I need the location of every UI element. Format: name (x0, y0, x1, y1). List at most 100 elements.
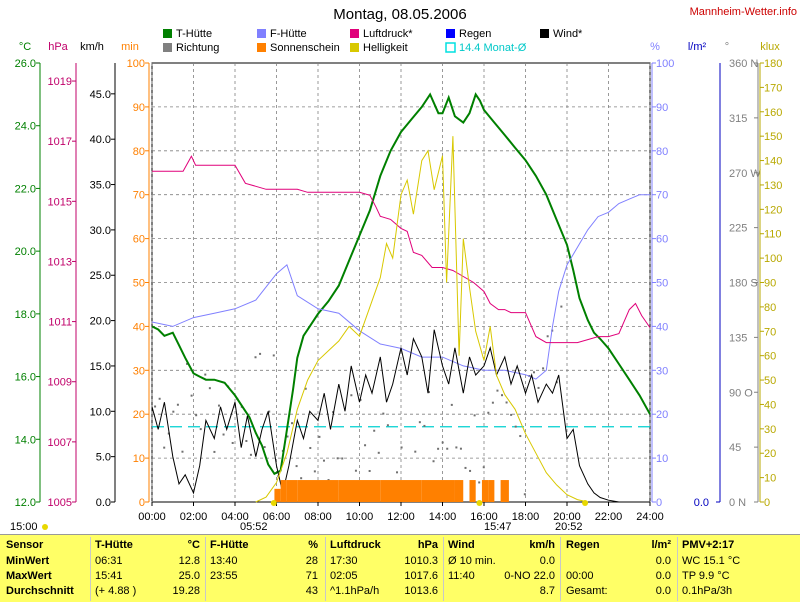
sunshine-bar (500, 480, 509, 502)
table-cell: 02:05 (330, 570, 358, 582)
table-cell: Gesamt: (566, 585, 608, 597)
temp-tick-label: 12.0 (15, 497, 36, 509)
direction-point (450, 403, 453, 406)
temp-tick-label: 16.0 (15, 372, 36, 384)
direction-point (304, 387, 307, 390)
legend: T-Hütte Richtung F-Hütte Sonnenschein Luftdr… (163, 28, 583, 54)
direction-tick-label: 135 (729, 332, 747, 344)
direction-point (158, 397, 161, 400)
time-tick-label: 10:00 (346, 511, 374, 523)
sun-tick-label: 20 (133, 409, 145, 421)
rain-unit: l/m² (688, 41, 707, 53)
direction-point (313, 470, 316, 473)
direction-point (364, 444, 367, 447)
direction-point (377, 451, 380, 454)
direction-point (286, 435, 289, 438)
direction-point (382, 412, 385, 415)
table-cell: PMV+2:17 (682, 539, 735, 551)
lux-tick-label: 60 (764, 351, 776, 363)
humidity-tick-label: 70 (656, 190, 668, 202)
wind-tick-label: 10.0 (90, 406, 111, 418)
table-cell: 28 (305, 555, 318, 567)
humidity-tick-label: 0 (656, 497, 662, 509)
table-cell: 43 (305, 585, 318, 597)
wind-tick-label: 25.0 (90, 270, 111, 282)
table-cell: 0-NO 22.0 (504, 570, 555, 582)
table-cell: °C (187, 539, 200, 551)
direction-point (446, 447, 449, 450)
lux-tick-label: 180 (764, 58, 782, 70)
sunshine-bar (297, 480, 318, 502)
direction-tick-label: 45 (729, 442, 741, 454)
wind-tick-label: 5.0 (96, 452, 111, 464)
direction-point (496, 389, 499, 392)
direction-point (195, 414, 198, 417)
direction-point (350, 394, 353, 397)
direction-tick-label: 0 N (729, 497, 746, 509)
lux-tick-label: 130 (764, 180, 782, 192)
time-tick-label: 08:00 (304, 511, 332, 523)
sunshine-bar (401, 480, 422, 502)
time-tick-label: 06:00 (263, 511, 291, 523)
sunshine-bar (359, 480, 381, 502)
table-cell: hPa (417, 539, 438, 551)
table-cell: 71 (305, 570, 318, 582)
direction-point (172, 410, 175, 413)
legend-label: Richtung (176, 42, 219, 54)
legend-swatch (350, 29, 359, 38)
sunshine-bar (380, 480, 401, 502)
direction-point (514, 425, 517, 428)
humidity-tick-label: 60 (656, 234, 668, 246)
legend-label: T-Hütte (176, 28, 212, 40)
sun-tick-label: 50 (133, 278, 145, 290)
table-cell: 13:40 (210, 555, 238, 567)
table-cell: MaxWert (6, 570, 52, 582)
direction-point (400, 446, 403, 449)
table-cell: TP 9.9 °C (682, 570, 730, 582)
direction-point (322, 459, 325, 462)
lux-tick-label: 10 (764, 473, 776, 485)
direction-point (441, 441, 444, 444)
table-cell: 0.0 (655, 585, 671, 597)
table-cell: 11:40 (448, 570, 475, 582)
direction-point (231, 441, 234, 444)
wind-unit: km/h (80, 41, 104, 53)
legend-swatch (350, 43, 359, 52)
direction-point (154, 405, 157, 408)
wind-tick-label: 20.0 (90, 316, 111, 328)
table-cell: 0.0 (655, 570, 671, 582)
table-cell: Wind (448, 539, 475, 551)
pressure-unit: hPa (48, 41, 68, 53)
direction-point (295, 465, 298, 468)
sun-tick-label: 90 (133, 102, 145, 114)
rain-tick-label: 0.0 (694, 497, 709, 509)
direction-point (396, 471, 399, 474)
direction-point (437, 447, 440, 450)
site-name[interactable]: Mannheim-Wetter.info (690, 6, 797, 18)
sun-tick-label: 60 (133, 234, 145, 246)
x-axis: 00:00 02:00 04:00 06:00 08:00 10:00 12:00 14:00… (138, 502, 664, 523)
legend-label: Helligkeit (363, 42, 408, 54)
direction-point (318, 435, 321, 438)
table-cell: 0.0 (539, 555, 555, 567)
direction-point (199, 428, 202, 431)
direction-point (327, 479, 330, 482)
humidity-tick-label: 10 (656, 453, 668, 465)
humidity-tick-label: 50 (656, 278, 668, 290)
weather-chart: Montag, 08.05.2006 Mannheim-Wetter.info … (10, 6, 797, 533)
table-cell: Regen (566, 539, 600, 551)
direction-point (546, 335, 549, 338)
direction-point (505, 401, 508, 404)
series-temp-line (151, 92, 651, 476)
sunshine-bar (469, 480, 476, 502)
lux-unit: klux (760, 41, 780, 53)
wind-tick-label: 0.0 (96, 497, 111, 509)
sunshine-bar (454, 480, 464, 502)
pressure-tick-label: 1017 (48, 136, 72, 148)
direction-point (213, 450, 216, 453)
direction-point (332, 411, 335, 414)
time-tick-label: 12:00 (387, 511, 415, 523)
pressure-tick-label: 1007 (48, 437, 72, 449)
time-tick-label: 18:00 (512, 511, 540, 523)
time-tick-label: 16:00 (470, 511, 498, 523)
